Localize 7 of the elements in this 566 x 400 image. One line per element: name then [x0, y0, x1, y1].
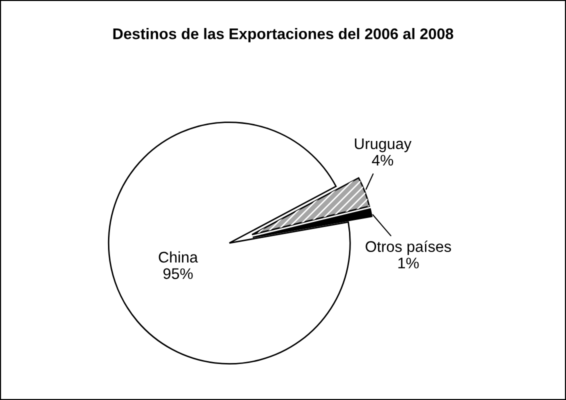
- data-label: 4%: [372, 154, 394, 166]
- data-label: 1%: [398, 258, 419, 268]
- chart-title: Destinos de las Exportaciones del 2006 al 2008: [113, 28, 454, 42]
- slice-label: Uruguay: [354, 138, 412, 152]
- legend-label: Otros países: [366, 240, 452, 256]
- slice-label: China: [158, 251, 198, 263]
- data-label: 95%: [163, 268, 193, 280]
